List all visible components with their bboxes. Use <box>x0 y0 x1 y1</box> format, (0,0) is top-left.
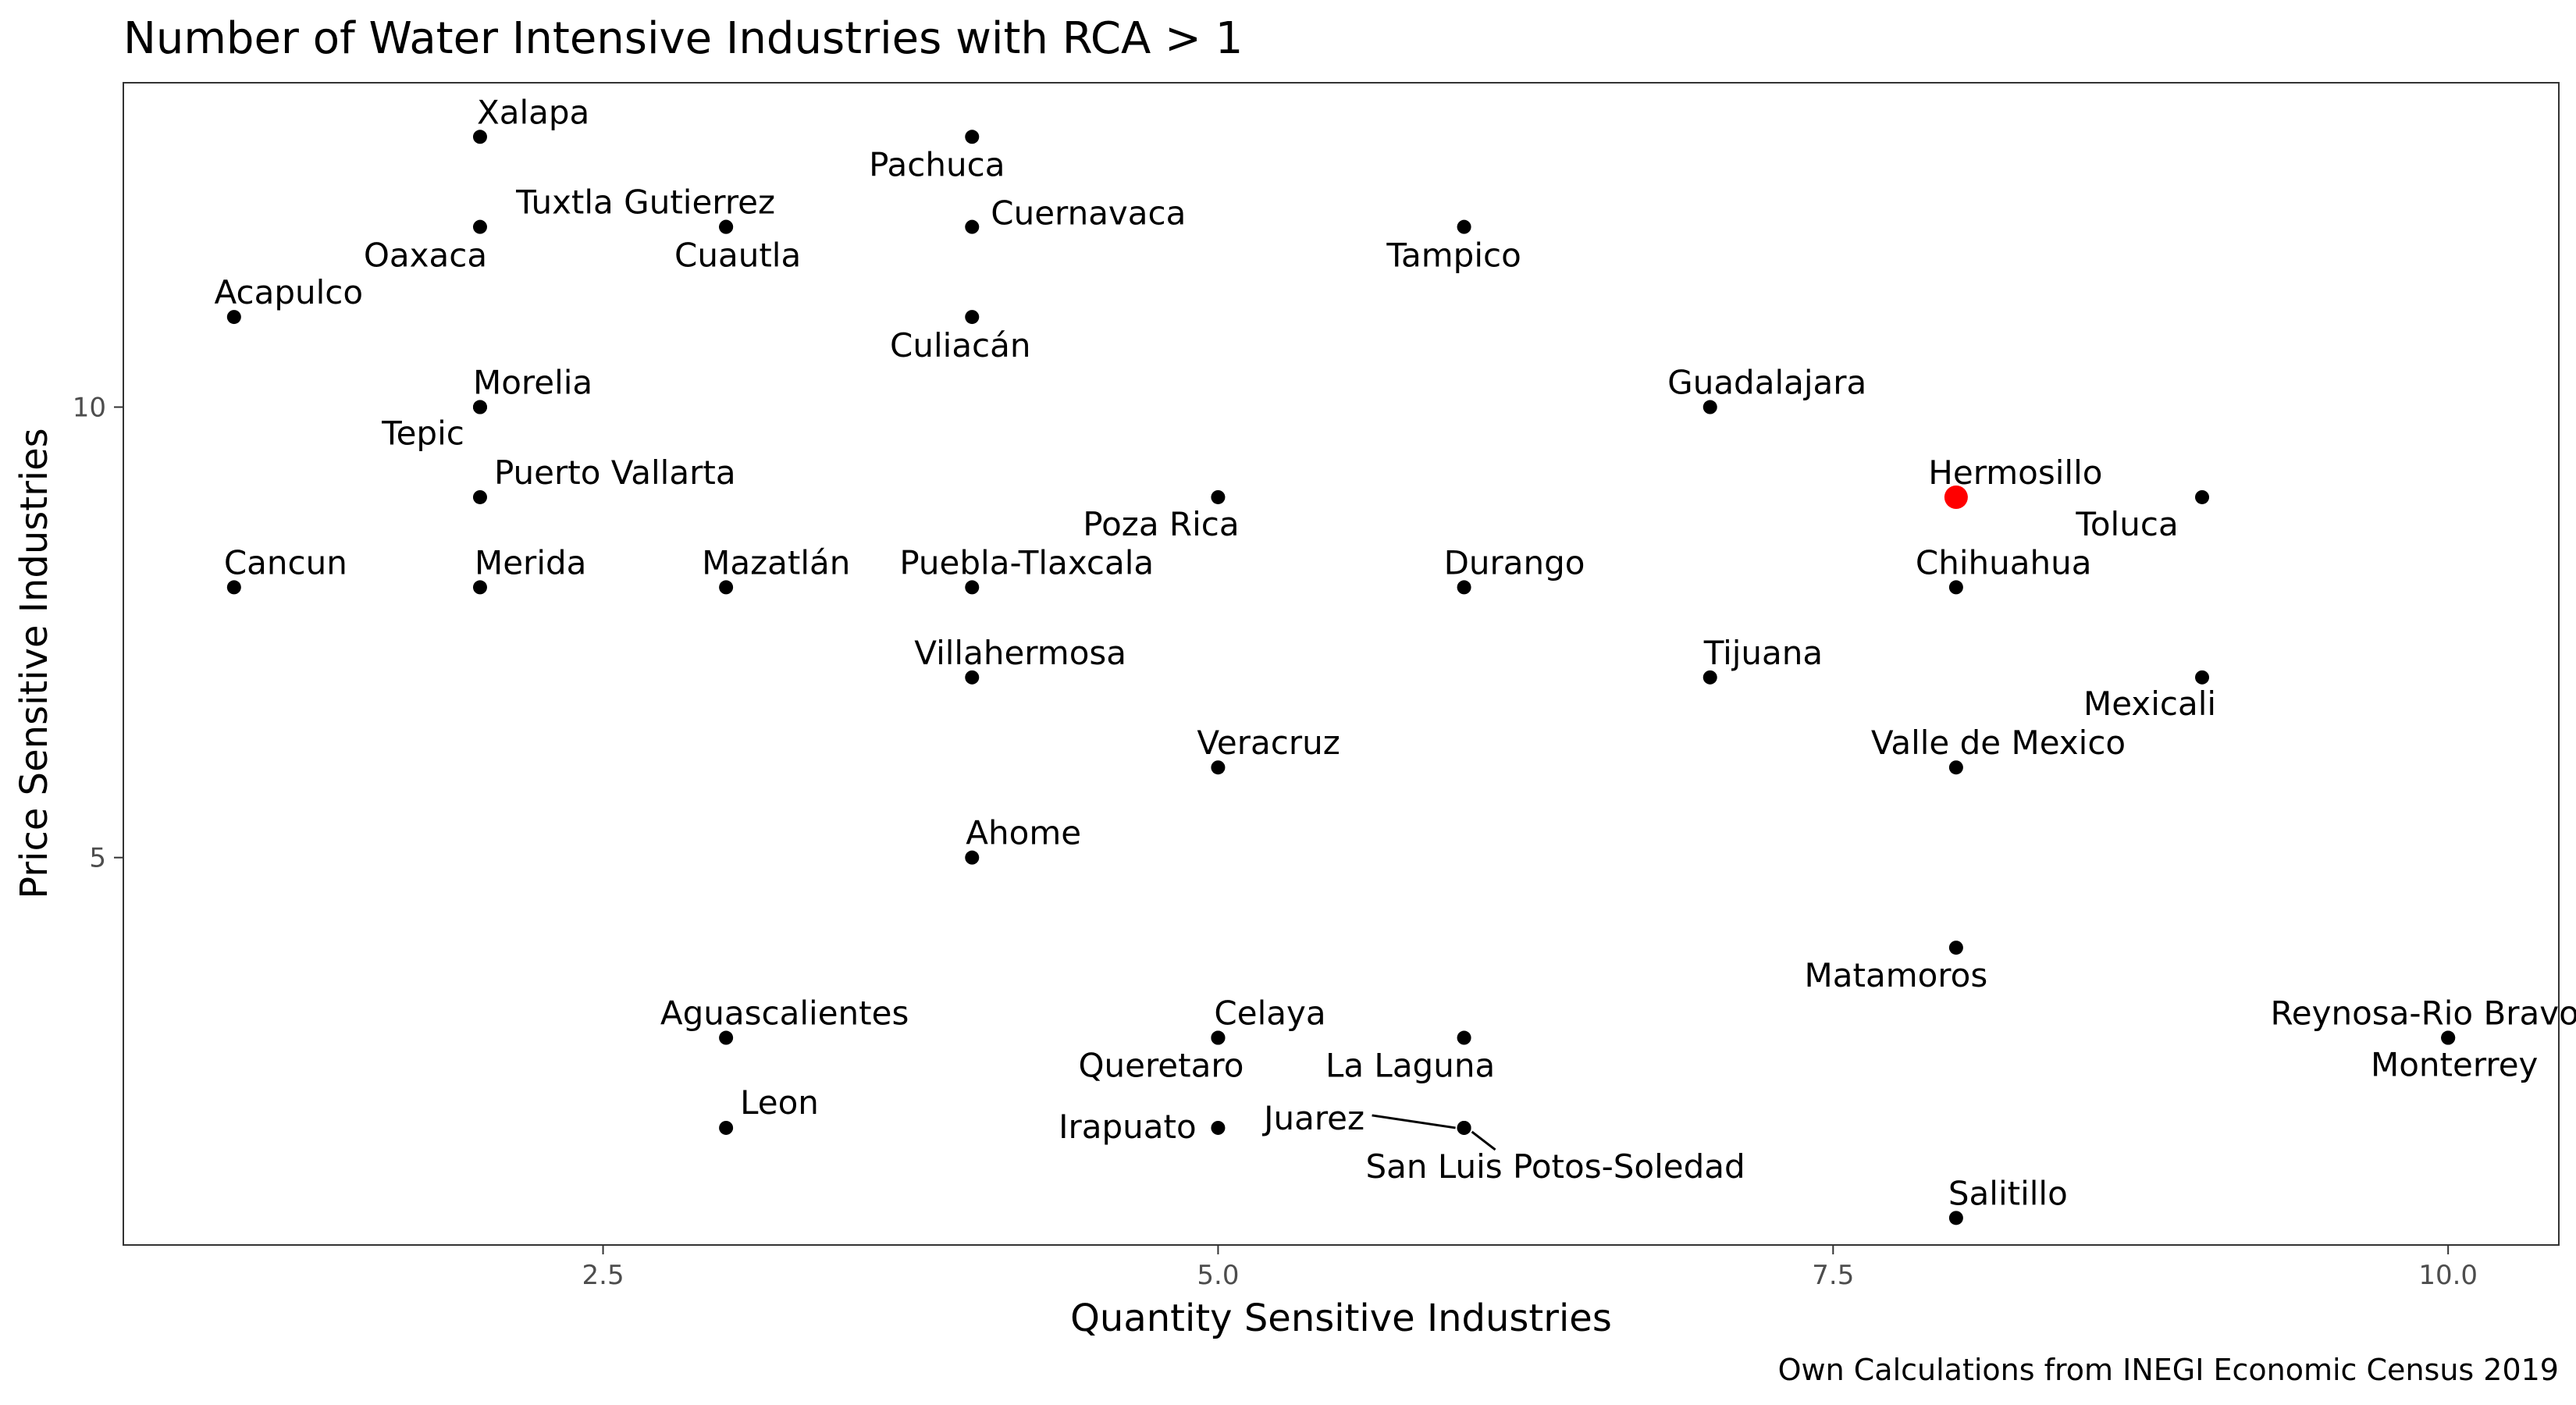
label-cuautla: Cuautla <box>674 237 801 275</box>
label-monterrey: Monterrey <box>2371 1046 2538 1084</box>
point-leon <box>719 1120 734 1135</box>
point-veracruz <box>1211 760 1226 775</box>
point-cuernavaca <box>965 219 980 234</box>
label-aguascalientes: Aguascalientes <box>660 994 909 1033</box>
leader-line-juarez <box>1372 1114 1456 1129</box>
point-valle-de-mexico <box>1948 760 1963 775</box>
label-ahome: Ahome <box>966 814 1081 852</box>
label-toluca: Toluca <box>2075 505 2178 543</box>
y-tick-label: 10 <box>73 393 106 424</box>
data-points <box>226 130 2456 1225</box>
point-poza-rica <box>1211 489 1226 504</box>
label-culiacan: Culiacán <box>890 326 1030 365</box>
y-axis: 5 10 <box>73 393 123 874</box>
point-puerto-vallarta <box>472 489 487 504</box>
point-xalapa <box>472 130 487 144</box>
point-acapulco <box>226 310 241 325</box>
label-leon: Leon <box>740 1083 819 1122</box>
label-guadalajara: Guadalajara <box>1667 364 1866 402</box>
label-mexicali: Mexicali <box>2083 685 2216 723</box>
x-axis: 2.5 5.0 7.5 10.0 <box>582 1245 2478 1291</box>
label-villahermosa: Villahermosa <box>914 634 1126 672</box>
point-salitillo <box>1948 1211 1963 1225</box>
point-pachuca <box>965 130 980 144</box>
leader-line-san-luis-potos-soledad <box>1471 1130 1496 1151</box>
point-merida <box>472 580 487 595</box>
label-tijuana: Tijuana <box>1703 634 1823 672</box>
x-tick-label: 7.5 <box>1812 1260 1854 1291</box>
label-hermosillo: Hermosillo <box>1928 454 2102 492</box>
label-durango: Durango <box>1444 543 1585 582</box>
label-tepic: Tepic <box>381 414 464 453</box>
label-puerto-vallarta: Puerto Vallarta <box>494 454 736 492</box>
label-irapuato: Irapuato <box>1059 1108 1197 1146</box>
point-la-laguna <box>1457 1030 1471 1045</box>
chart-caption: Own Calculations from INEGI Economic Cen… <box>1778 1353 2559 1387</box>
point-puebla-tlaxcala <box>965 580 980 595</box>
point-irapuato <box>1211 1120 1226 1135</box>
label-tuxtla-gutierrez: Tuxtla Gutierrez <box>515 183 775 222</box>
point-matamoros <box>1948 941 1963 955</box>
label-tampico: Tampico <box>1386 237 1521 275</box>
point-culiacan <box>965 310 980 325</box>
label-la-laguna: La Laguna <box>1325 1047 1495 1085</box>
label-xalapa: Xalapa <box>477 93 589 131</box>
chart-title: Number of Water Intensive Industries wit… <box>123 13 1243 64</box>
label-merida: Merida <box>475 543 586 582</box>
y-axis-title: Price Sensitive Industries <box>12 428 56 898</box>
label-chihuahua: Chihuahua <box>1916 543 2092 582</box>
label-cancun: Cancun <box>224 543 347 582</box>
label-leader-lines <box>1372 1114 1496 1151</box>
point-tepic <box>472 400 487 414</box>
label-acapulco: Acapulco <box>215 273 364 311</box>
label-poza-rica: Poza Rica <box>1083 505 1239 543</box>
label-san-luis-potos-soledad: San Luis Potos-Soledad <box>1365 1147 1745 1186</box>
point-durango <box>1457 580 1471 595</box>
label-reynosa-rio-bravo: Reynosa-Rio Bravo <box>2271 994 2576 1033</box>
label-oaxaca: Oaxaca <box>364 237 487 275</box>
point-queretaro <box>1211 1030 1226 1045</box>
point-tampico <box>1457 219 1471 234</box>
point-chihuahua <box>1948 580 1963 595</box>
x-tick-label: 2.5 <box>582 1260 624 1291</box>
point-oaxaca <box>472 219 487 234</box>
point-toluca <box>2195 489 2210 504</box>
x-tick-label: 5.0 <box>1197 1260 1239 1291</box>
label-valle-de-mexico: Valle de Mexico <box>1871 724 2126 762</box>
label-juarez: Juarez <box>1261 1099 1364 1137</box>
point-cancun <box>226 580 241 595</box>
point-tijuana <box>1703 670 1717 685</box>
point-aguascalientes <box>719 1030 734 1045</box>
label-veracruz: Veracruz <box>1197 724 1340 762</box>
label-pachuca: Pachuca <box>869 145 1005 183</box>
point-monterrey <box>2441 1030 2456 1045</box>
point-cuautla <box>719 219 734 234</box>
point-mazatlan <box>719 580 734 595</box>
point-mexicali <box>2195 670 2210 685</box>
plot-panel <box>123 82 2560 1246</box>
point-san-luis-potos-soledad <box>1457 1120 1471 1135</box>
label-mazatlan: Mazatlán <box>702 543 850 582</box>
label-cuernavaca: Cuernavaca <box>991 194 1186 233</box>
x-axis-title: Quantity Sensitive Industries <box>1070 1297 1612 1340</box>
label-salitillo: Salitillo <box>1948 1174 2068 1212</box>
point-guadalajara <box>1703 400 1717 414</box>
point-ahome <box>965 850 980 865</box>
x-tick-label: 10.0 <box>2418 1260 2478 1291</box>
point-villahermosa <box>965 670 980 685</box>
label-morelia: Morelia <box>473 364 592 402</box>
point-hermosillo <box>1944 485 1968 509</box>
y-tick-label: 5 <box>89 843 106 874</box>
label-celaya: Celaya <box>1214 994 1325 1033</box>
point-labels: Xalapa Pachuca Oaxaca Tuxtla Gutierrez Cuaut… <box>215 93 2576 1212</box>
label-matamoros: Matamoros <box>1805 956 1988 994</box>
label-puebla-tlaxcala: Puebla-Tlaxcala <box>899 543 1154 582</box>
label-queretaro: Queretaro <box>1078 1047 1244 1085</box>
